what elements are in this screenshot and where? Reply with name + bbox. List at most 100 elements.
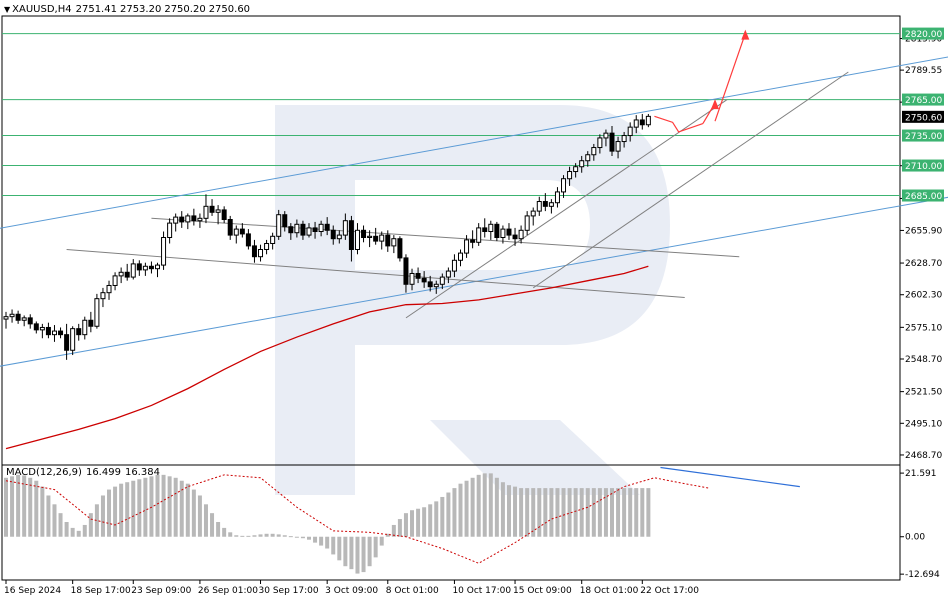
bearish-candle bbox=[58, 330, 64, 336]
bearish-candle bbox=[348, 220, 354, 250]
bullish-candle bbox=[621, 135, 627, 143]
macd-histogram-bar bbox=[58, 513, 63, 537]
time-axis-label: 16 Sep 2024 bbox=[4, 586, 61, 596]
macd-histogram-bar bbox=[282, 535, 287, 537]
macd-histogram-bar bbox=[240, 535, 245, 537]
macd-histogram-bar bbox=[519, 488, 524, 537]
macd-histogram-bar bbox=[46, 495, 51, 537]
time-axis-label: 26 Sep 01:00 bbox=[198, 586, 258, 596]
bullish-candle bbox=[379, 234, 385, 242]
macd-histogram-bar bbox=[555, 488, 560, 537]
bearish-candle bbox=[482, 227, 488, 233]
bullish-candle bbox=[112, 275, 118, 286]
macd-histogram-bar bbox=[428, 504, 433, 537]
macd-histogram-bar bbox=[28, 477, 33, 537]
grey-channel-line bbox=[151, 217, 740, 258]
bearish-candle bbox=[324, 223, 330, 231]
macd-histogram-bar bbox=[276, 534, 281, 537]
macd-histogram-bar bbox=[343, 536, 348, 567]
macd-histogram-bar bbox=[488, 473, 493, 537]
bearish-candle bbox=[494, 223, 500, 239]
bullish-candle bbox=[391, 238, 397, 247]
bullish-candle bbox=[597, 137, 603, 149]
time-axis-label: 3 Oct 09:00 bbox=[325, 586, 378, 596]
price-axis-label: 2789.55 bbox=[905, 66, 942, 76]
macd-histogram-bar bbox=[440, 496, 445, 537]
bearish-candle bbox=[209, 205, 215, 213]
macd-histogram-bar bbox=[331, 536, 336, 555]
bullish-candle bbox=[561, 178, 567, 193]
bullish-candle bbox=[536, 201, 542, 212]
bullish-candle bbox=[21, 317, 27, 321]
level-price-tag bbox=[902, 129, 944, 142]
macd-histogram-bar bbox=[319, 536, 324, 546]
level-price-label: 2710.00 bbox=[905, 162, 942, 172]
macd-histogram-bar bbox=[422, 507, 427, 537]
bearish-candle bbox=[227, 219, 233, 236]
bullish-candle bbox=[258, 248, 264, 258]
time-axis-label: 22 Oct 17:00 bbox=[640, 586, 699, 596]
macd-histogram-bar bbox=[464, 480, 469, 537]
bearish-candle bbox=[288, 226, 294, 234]
bullish-candle bbox=[306, 227, 312, 236]
bearish-candle bbox=[421, 277, 427, 283]
macd-histogram-bar bbox=[446, 492, 451, 537]
price-axis-label: 2495.10 bbox=[905, 419, 942, 429]
forecast-arrow-shaft bbox=[714, 33, 746, 122]
bullish-candle bbox=[276, 214, 282, 237]
collapse-triangle-icon[interactable]: ▼ bbox=[4, 5, 11, 14]
macd-histogram-bar bbox=[494, 477, 499, 537]
high-value: 2753.20 bbox=[119, 4, 162, 15]
bullish-candle bbox=[488, 223, 494, 233]
symbol-info-bar: ▼ XAUUSD,H4 2751.41 2753.20 2750.20 2750.60 bbox=[4, 4, 253, 15]
macd-histogram-bar bbox=[585, 488, 590, 537]
macd-histogram-bar bbox=[107, 489, 112, 537]
bullish-candle bbox=[197, 217, 203, 222]
bullish-candle bbox=[270, 235, 276, 244]
bearish-candle bbox=[64, 334, 70, 351]
macd-histogram-bar bbox=[222, 527, 227, 537]
macd-histogram-bar bbox=[161, 474, 166, 537]
macd-main-value: 16.499 bbox=[85, 467, 121, 478]
macd-histogram-bar bbox=[337, 536, 342, 561]
bullish-candle bbox=[367, 235, 373, 239]
bullish-candle bbox=[336, 234, 342, 240]
macd-histogram-bar bbox=[543, 488, 548, 537]
bullish-candle bbox=[439, 276, 445, 285]
macd-histogram-bar bbox=[64, 522, 69, 537]
bearish-candle bbox=[33, 323, 39, 331]
time-axis-label: 10 Oct 17:00 bbox=[452, 586, 511, 596]
bullish-candle bbox=[185, 215, 191, 223]
level-price-tag bbox=[902, 189, 944, 202]
bearish-candle bbox=[15, 313, 21, 321]
macd-histogram-bar bbox=[252, 535, 257, 537]
main-pane-frame bbox=[1, 15, 901, 466]
bullish-candle bbox=[3, 316, 9, 320]
macd-histogram-bar bbox=[82, 524, 87, 537]
macd-histogram-bar bbox=[482, 473, 487, 537]
macd-histogram-bar bbox=[76, 530, 81, 537]
bullish-candle bbox=[9, 313, 15, 318]
forecast-arrowhead bbox=[741, 29, 750, 40]
bullish-candle bbox=[554, 191, 560, 204]
macd-histogram-bar bbox=[622, 488, 627, 537]
bearish-candle bbox=[88, 319, 94, 327]
macd-histogram-bar bbox=[10, 476, 15, 537]
bearish-candle bbox=[385, 234, 391, 247]
bullish-candle bbox=[633, 119, 639, 128]
macd-histogram-bar bbox=[531, 488, 536, 537]
macd-histogram-bar bbox=[646, 488, 651, 537]
macd-axis-label: -12.694 bbox=[905, 570, 940, 580]
macd-histogram-bar bbox=[125, 482, 130, 537]
bullish-candle bbox=[106, 284, 112, 294]
macd-histogram-bar bbox=[567, 488, 572, 537]
macd-histogram-bar bbox=[143, 477, 148, 537]
time-axis-label: 8 Oct 01:00 bbox=[386, 586, 439, 596]
bearish-candle bbox=[27, 317, 33, 325]
forecast-arrowhead bbox=[711, 99, 720, 110]
macd-histogram-bar bbox=[591, 488, 596, 537]
macd-histogram-bar bbox=[246, 535, 251, 537]
macd-histogram-bar bbox=[610, 488, 614, 537]
bullish-candle bbox=[579, 160, 585, 168]
bullish-candle bbox=[118, 271, 124, 277]
